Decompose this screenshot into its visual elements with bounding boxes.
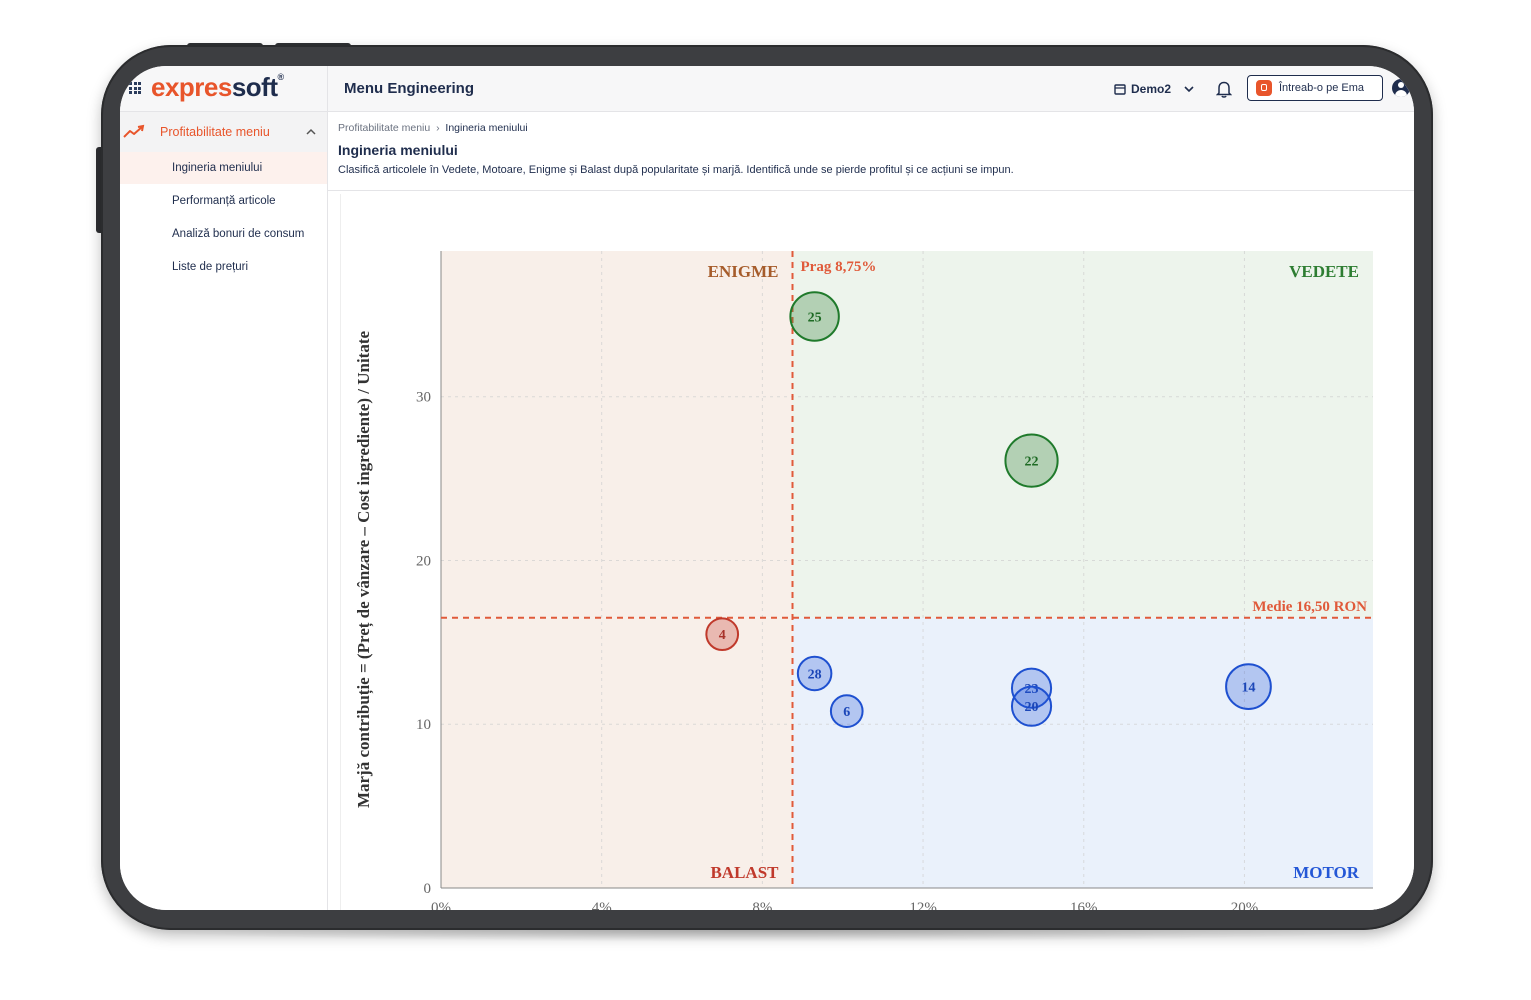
sidebar-item-price-lists[interactable]: Liste de prețuri [120, 251, 327, 283]
breadcrumb-parent-link[interactable]: Profitabilitate meniu [338, 122, 431, 134]
bubble-label-4: 4 [719, 628, 726, 643]
page-title: Ingineria meniului [338, 142, 458, 158]
quadrant-label-balast: BALAST [710, 863, 779, 882]
quadrant-motor-bg [792, 617, 1373, 888]
y-tick-label: 20 [416, 553, 431, 569]
quadrant-label-vedete: VEDETE [1289, 262, 1359, 281]
user-avatar-icon[interactable] [1392, 79, 1410, 97]
logo-registered-mark: ® [277, 72, 285, 82]
sidebar-item-label: Liste de prețuri [172, 261, 249, 273]
bubble-20 [1010, 685, 1053, 727]
y-tick-label: 10 [416, 717, 431, 733]
sidebar-item-label: Ingineria meniului [172, 162, 263, 174]
company-selector[interactable]: Demo2 [1114, 82, 1196, 96]
bubble-14 [1225, 663, 1272, 710]
breadcrumb-separator: › [436, 122, 440, 134]
bubble-22 [1004, 433, 1059, 488]
sidebar-item-label: Analiză bonuri de consum [172, 228, 305, 240]
x-tick-label: 16% [1070, 900, 1098, 910]
bubble-label-25: 25 [808, 311, 822, 326]
x-tick-label: 0% [431, 900, 451, 910]
ask-ema-label: Întreab-o pe Ema [1279, 82, 1364, 94]
store-icon [1114, 83, 1126, 95]
brand-area: expressoft® [120, 66, 328, 111]
threshold-popularity-label: Prag 8,75% [801, 259, 877, 275]
x-tick-label: 12% [909, 900, 937, 910]
quadrant-enigme-bg [441, 251, 793, 618]
bubble-label-6: 6 [843, 705, 850, 720]
bubble-label-20: 20 [1025, 700, 1039, 715]
header-divider [328, 190, 1414, 191]
sidebar-section-label: Profitabilitate meniu [160, 125, 270, 139]
ask-ema-button[interactable]: Întreab-o pe Ema [1247, 75, 1383, 101]
y-axis-label: Marjă contribuție = (Preț de vânzare – C… [354, 331, 374, 809]
menu-engineering-scatter-chart: 0% 4% 8% 12% 16% 20% 0 10 20 30 Prag 8,75% Medie 16… [354, 251, 1373, 910]
y-tick-label: 30 [416, 390, 431, 406]
logo-text-part2: soft [231, 72, 278, 102]
y-tick-label: 0 [424, 881, 432, 897]
trend-chart-icon [123, 124, 145, 138]
threshold-margin-label: Medie 16,50 RON [1252, 599, 1367, 615]
bubble-28 [796, 655, 833, 692]
main-content: Profitabilitate meniu › Ingineria meniul… [328, 112, 1414, 910]
ema-icon [1256, 80, 1272, 96]
quadrant-label-enigme: ENIGME [708, 262, 779, 281]
device-button-side [96, 147, 103, 233]
sidebar: Profitabilitate meniu Ingineria meniului… [120, 112, 328, 910]
sidebar-item-consumption-analysis[interactable]: Analiză bonuri de consum [120, 218, 327, 250]
bubble-4 [705, 617, 740, 652]
logo-text-part1: expres [151, 72, 232, 102]
logo[interactable]: expressoft® [151, 72, 284, 103]
x-tick-label: 8% [752, 900, 772, 910]
bell-icon[interactable] [1216, 80, 1232, 98]
quadrant-balast-bg [441, 617, 793, 888]
chevron-down-icon [1184, 86, 1194, 93]
breadcrumb-current: Ingineria meniului [445, 122, 528, 134]
bubble-label-22: 22 [1025, 455, 1039, 470]
sidebar-section-profitability[interactable]: Profitabilitate meniu [120, 112, 327, 152]
screen: expressoft® Menu Engineering Demo2 Între… [120, 66, 1414, 910]
page-description: Clasifică articolele în Vedete, Motoare,… [338, 164, 1014, 176]
sidebar-item-menu-engineering[interactable]: Ingineria meniului [120, 152, 327, 184]
top-bar: expressoft® Menu Engineering Demo2 Între… [120, 66, 1414, 112]
chevron-up-icon[interactable] [305, 127, 317, 137]
apps-grid-icon[interactable] [129, 82, 141, 94]
company-name: Demo2 [1131, 82, 1172, 96]
x-tick-label: 4% [592, 900, 612, 910]
bubble-label-14: 14 [1241, 681, 1255, 696]
breadcrumb: Profitabilitate meniu › Ingineria meniul… [338, 122, 528, 134]
bubble-label-28: 28 [808, 667, 822, 682]
bubble-23 [1010, 667, 1053, 709]
quadrant-label-motor: MOTOR [1293, 863, 1360, 882]
bubble-25 [789, 291, 840, 342]
sidebar-item-item-performance[interactable]: Performanță articole [120, 185, 327, 217]
app-title: Menu Engineering [344, 80, 475, 97]
chart-panel: 0% 4% 8% 12% 16% 20% 0 10 20 30 Prag 8,75% Medie 16… [340, 194, 1413, 910]
sidebar-item-label: Performanță articole [172, 195, 276, 207]
x-tick-label: 20% [1231, 900, 1259, 910]
quadrant-vedete-bg [792, 251, 1373, 618]
bubble-6 [829, 694, 864, 728]
